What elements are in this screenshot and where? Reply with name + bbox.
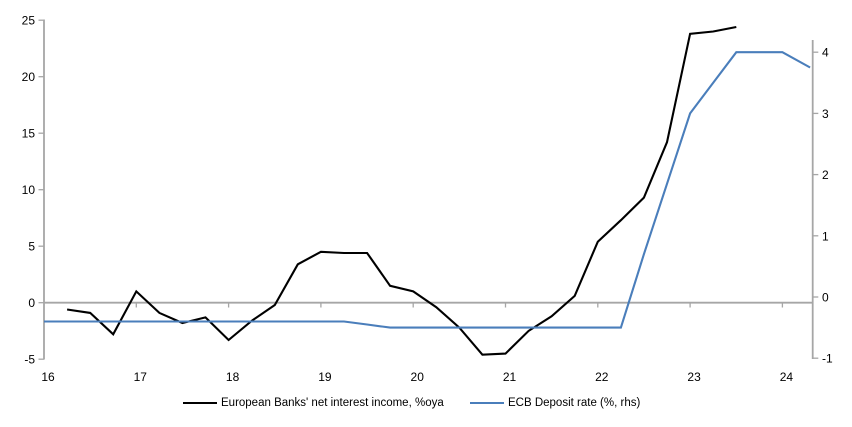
left-axis-label: 5 (28, 240, 35, 254)
series-line-ecb-deposit-rate (44, 51, 811, 329)
black-line-swatch (183, 402, 217, 404)
x-axis-label: 17 (134, 370, 148, 384)
left-axis-label: 15 (22, 127, 36, 141)
x-axis-label: 20 (411, 370, 425, 384)
x-axis-label: 24 (780, 370, 794, 384)
x-axis-label: 18 (226, 370, 240, 384)
series-line-net-interest-income (66, 25, 737, 356)
right-axis-label: 3 (822, 107, 829, 121)
left-axis-label: 10 (22, 183, 36, 197)
left-axis-label: 0 (28, 296, 35, 310)
left-axis-label: 20 (22, 70, 36, 84)
legend-item-net-interest-income: European Banks' net interest income, %oy… (183, 394, 444, 412)
x-axis-label: 21 (503, 370, 517, 384)
x-axis-label: 23 (687, 370, 701, 384)
left-axis-label: -5 (24, 353, 35, 367)
left-axis-label: 25 (22, 14, 36, 28)
right-axis-label: -1 (822, 352, 833, 366)
legend-item-ecb-deposit-rate: ECB Deposit rate (%, rhs) (470, 394, 640, 412)
right-axis-label: 0 (822, 291, 829, 305)
x-axis-label: 16 (41, 370, 55, 384)
legend: European Banks' net interest income, %oy… (0, 394, 852, 414)
legend-label-net-interest-income: European Banks' net interest income, %oy… (221, 397, 444, 409)
x-axis-label: 19 (318, 370, 332, 384)
x-axis-label: 22 (595, 370, 609, 384)
blue-line-swatch (470, 402, 504, 404)
right-axis-label: 1 (822, 229, 829, 243)
right-axis-label: 4 (822, 46, 829, 60)
right-axis-label: 2 (822, 168, 829, 182)
legend-label-ecb-deposit-rate: ECB Deposit rate (%, rhs) (508, 397, 641, 409)
